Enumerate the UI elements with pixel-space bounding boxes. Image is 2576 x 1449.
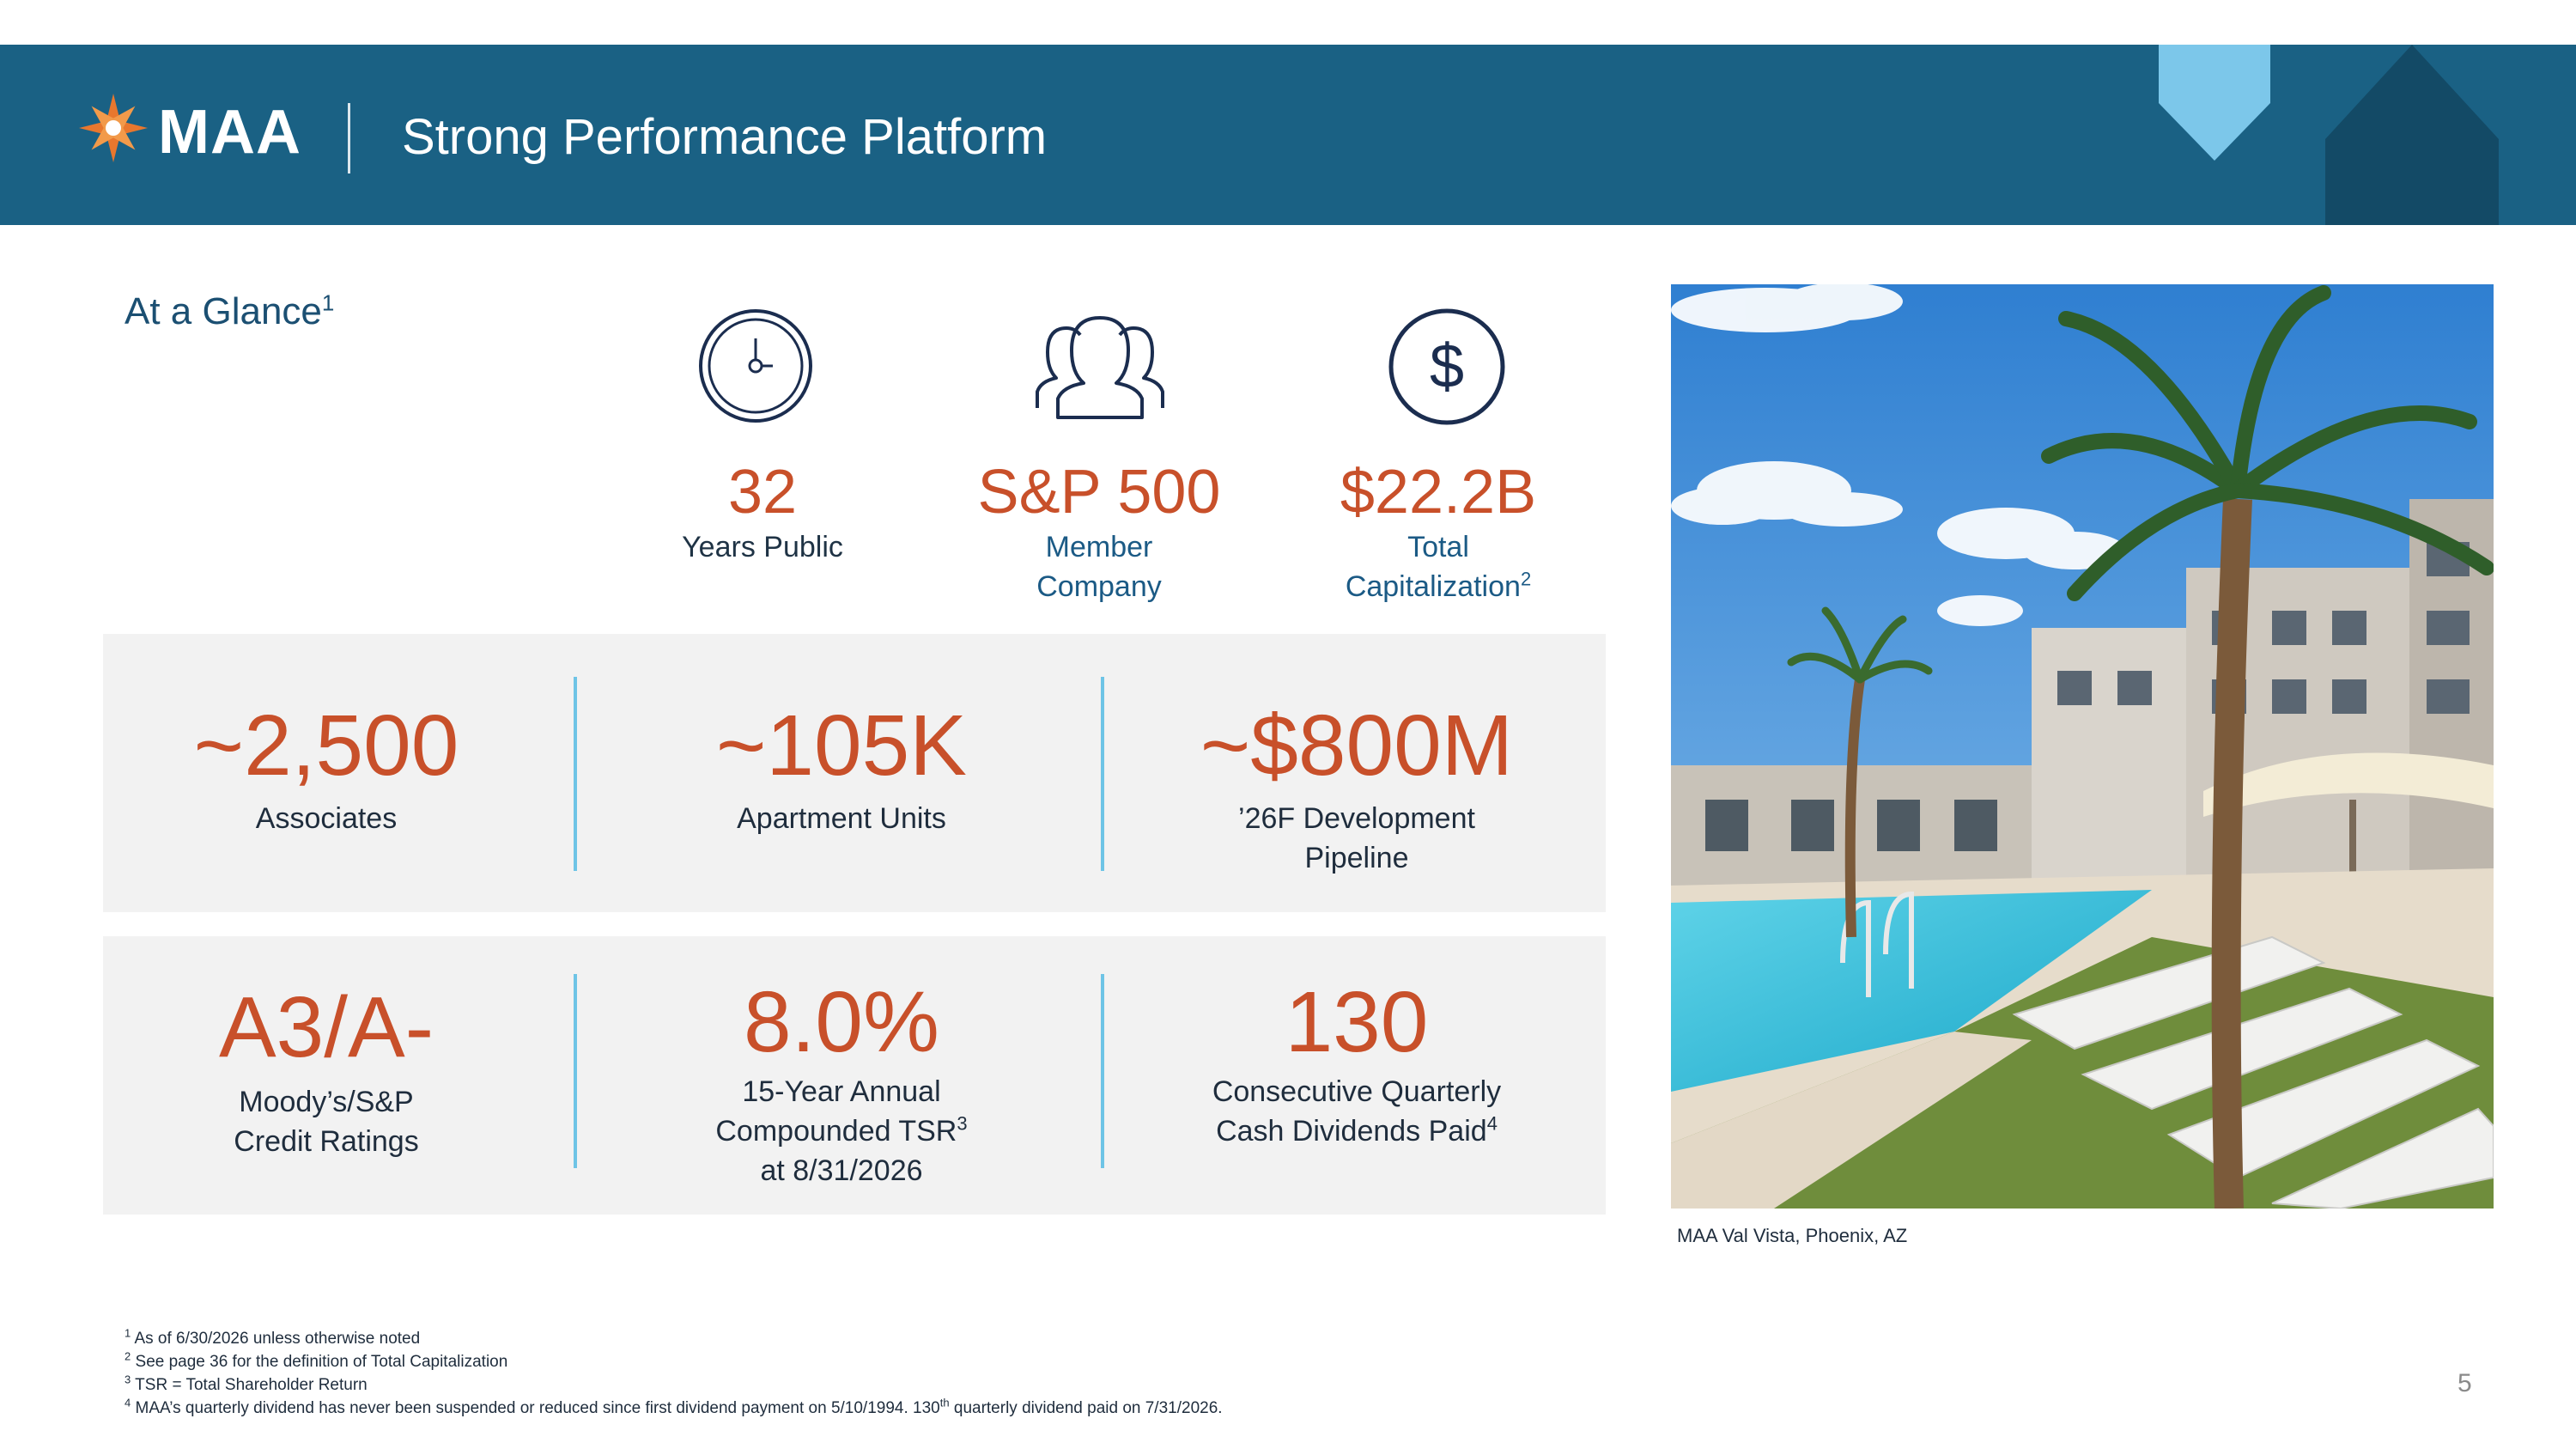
stat-dividends-label-1: Consecutive Quarterly xyxy=(1212,1075,1502,1108)
stat-credit-ratings: A3/A- Moody’s/S&P Credit Ratings xyxy=(103,984,550,1161)
house-decoration xyxy=(2325,45,2499,225)
footnote-1: 1 As of 6/30/2026 unless otherwise noted xyxy=(125,1326,421,1348)
page-title: Strong Performance Platform xyxy=(402,109,1048,165)
stat-apartment-units-value: ~105K xyxy=(716,697,967,794)
maa-star-icon xyxy=(79,94,148,162)
stat-years-public-value: 32 xyxy=(727,458,798,527)
footnote-3: 3 TSR = Total Shareholder Return xyxy=(125,1373,368,1394)
footnotes: 1 As of 6/30/2026 unless otherwise noted… xyxy=(125,1327,1223,1420)
stat-associates-label: Associates xyxy=(255,802,398,835)
stat-credit-ratings-label-1: Moody’s/S&P xyxy=(239,1086,414,1118)
stats-panel-1: ~2,500 Associates ~105K Apartment Units … xyxy=(103,634,1606,912)
stat-credit-ratings-value: A3/A- xyxy=(218,979,434,1075)
chevron-decoration xyxy=(2159,45,2270,161)
stat-sp500-label-2: Company xyxy=(1036,570,1162,603)
people-icon xyxy=(1036,316,1164,419)
stat-development-pipeline-label-2: Pipeline xyxy=(1304,842,1409,874)
stat-development-pipeline-value: ~$800M xyxy=(1200,697,1514,794)
logo-text: MAA xyxy=(158,98,301,167)
panel-divider xyxy=(1101,677,1104,871)
stat-dividends-value: 130 xyxy=(1285,974,1429,1070)
maa-logo: MAA xyxy=(79,92,337,178)
panel-divider xyxy=(574,677,577,871)
stats-panel-2: A3/A- Moody’s/S&P Credit Ratings 8.0% 15… xyxy=(103,936,1606,1215)
stat-apartment-units: ~105K Apartment Units xyxy=(618,703,1065,838)
stat-development-pipeline: ~$800M ’26F Development Pipeline xyxy=(1125,703,1589,878)
stat-capitalization-value: $22.2B xyxy=(1340,458,1537,527)
header-bar: MAA Strong Performance Platform xyxy=(0,45,2576,225)
footnote-2: 2 See page 36 for the definition of Tota… xyxy=(125,1349,508,1371)
stat-credit-ratings-label-2: Credit Ratings xyxy=(234,1125,419,1158)
dollar-icon: $ xyxy=(1388,308,1505,425)
stat-apartment-units-label: Apartment Units xyxy=(737,802,946,835)
stat-development-pipeline-label-1: ’26F Development xyxy=(1238,802,1475,835)
panel-divider xyxy=(574,974,577,1168)
property-photo xyxy=(1671,284,2494,1209)
header-divider xyxy=(348,103,350,174)
page-number: 5 xyxy=(2458,1369,2472,1397)
stat-years-public-label: Years Public xyxy=(682,531,843,563)
stat-sp500-label-1: Member xyxy=(1045,531,1153,563)
photo-caption: MAA Val Vista, Phoenix, AZ xyxy=(1677,1225,1908,1246)
clock-icon xyxy=(699,309,812,423)
stat-capitalization-label-1: Total xyxy=(1407,531,1469,563)
stat-tsr-label-2: Compounded TSR3 xyxy=(715,1112,968,1148)
svg-text:$: $ xyxy=(1430,332,1464,401)
stat-tsr-value: 8.0% xyxy=(744,974,939,1070)
stat-sp500-value: S&P 500 xyxy=(977,458,1221,527)
stat-tsr-label-1: 15-Year Annual xyxy=(742,1075,941,1108)
stat-capitalization-label-2: Capitalization2 xyxy=(1345,568,1532,603)
stat-dividends-label-2: Cash Dividends Paid4 xyxy=(1216,1112,1498,1148)
stat-associates: ~2,500 Associates xyxy=(103,703,550,838)
stat-tsr-label-3: at 8/31/2026 xyxy=(760,1154,923,1187)
stat-dividends: 130 Consecutive Quarterly Cash Dividends… xyxy=(1125,979,1589,1151)
stat-tsr: 8.0% 15-Year Annual Compounded TSR3 at 8… xyxy=(618,979,1065,1190)
footnote-4: 4 MAA’s quarterly dividend has never bee… xyxy=(125,1396,1223,1417)
stat-associates-value: ~2,500 xyxy=(193,697,459,794)
section-title: At a Glance1 xyxy=(125,289,335,332)
panel-divider xyxy=(1101,974,1104,1168)
